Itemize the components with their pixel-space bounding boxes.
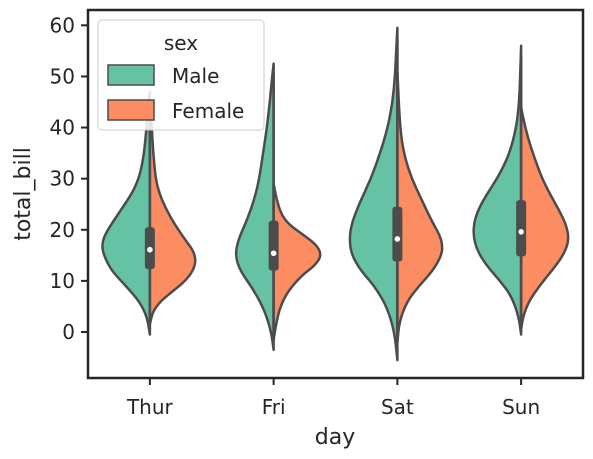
- violin-female-sat: [396, 70, 444, 344]
- iqr-box-sun: [516, 200, 527, 257]
- legend-label-male: Male: [172, 64, 219, 88]
- violin-male-sat: [348, 26, 399, 362]
- legend-title: sex: [164, 31, 198, 55]
- y-tick-label: 20: [50, 218, 75, 242]
- legend-swatch-female: [107, 99, 155, 121]
- violin-male-fri: [234, 62, 275, 352]
- y-tick-label: 0: [62, 320, 75, 344]
- violin-male-sun: [472, 44, 523, 336]
- x-axis: Thur Fri Sat Sun: [126, 378, 540, 419]
- median-point-sat: [394, 236, 401, 242]
- axes-frame: [86, 8, 585, 380]
- median-point-fri: [270, 250, 277, 257]
- y-tick-label: 60: [50, 13, 75, 37]
- y-axis: 0 10 20 30 40 50 60: [50, 13, 88, 344]
- x-tick-label-thur: Thur: [126, 395, 174, 419]
- median-point-thur: [147, 246, 153, 253]
- violin-female-fri: [272, 182, 322, 341]
- violins-layer: [101, 26, 570, 362]
- iqr-box-sat: [392, 206, 403, 262]
- legend: sex Male Female: [97, 19, 265, 131]
- inner-box-layer: [144, 38, 527, 332]
- x-tick-label-sun: Sun: [502, 395, 540, 419]
- median-point-sun: [518, 229, 524, 235]
- x-tick-label-fri: Fri: [262, 395, 286, 419]
- y-tick-label: 50: [50, 64, 75, 88]
- legend-swatch-male: [107, 64, 155, 86]
- violin-female-thur: [148, 103, 197, 326]
- y-tick-label: 10: [50, 269, 75, 293]
- legend-label-female: Female: [172, 99, 244, 123]
- y-tick-label: 30: [50, 167, 75, 191]
- y-axis-title: total_bill: [11, 147, 36, 241]
- y-tick-label: 40: [50, 116, 75, 140]
- x-axis-title: day: [315, 425, 355, 450]
- iqr-box-fri: [268, 220, 279, 271]
- x-tick-label-sat: Sat: [381, 395, 414, 419]
- violin-female-sun: [519, 105, 570, 331]
